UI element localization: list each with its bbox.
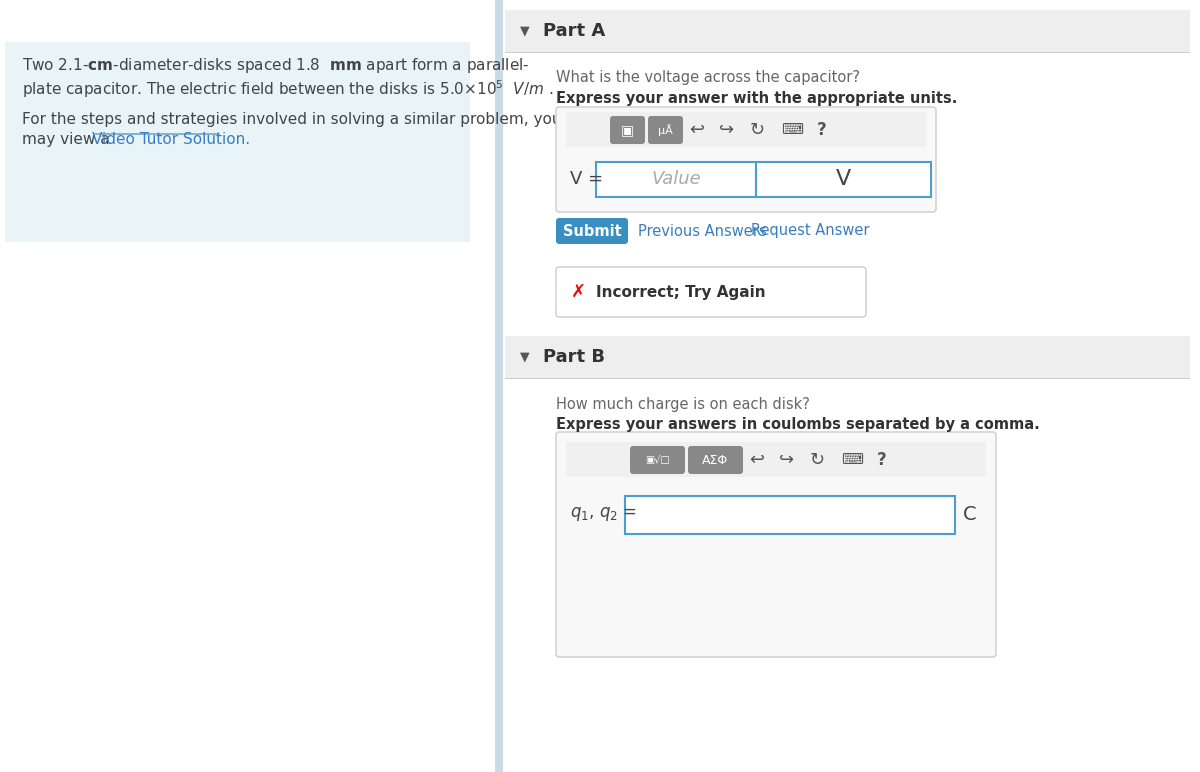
- Text: ✗: ✗: [570, 283, 586, 301]
- Bar: [505, 378, 1190, 379]
- Bar: [505, 336, 1190, 378]
- Text: ▣: ▣: [620, 123, 634, 137]
- Text: Express your answer with the appropriate units.: Express your answer with the appropriate…: [556, 91, 958, 106]
- Text: ↩: ↩: [750, 451, 764, 469]
- Bar: [566, 112, 926, 147]
- Text: ?: ?: [817, 121, 827, 139]
- FancyBboxPatch shape: [610, 116, 646, 144]
- Text: Incorrect; Try Again: Incorrect; Try Again: [596, 285, 766, 300]
- Bar: [756, 162, 931, 197]
- Bar: [505, 53, 1190, 332]
- Text: ▼: ▼: [520, 25, 530, 38]
- Text: Part A: Part A: [542, 22, 605, 40]
- Bar: [5, 42, 470, 242]
- FancyBboxPatch shape: [556, 267, 866, 317]
- Text: ▣√□: ▣√□: [644, 455, 670, 465]
- FancyBboxPatch shape: [556, 107, 936, 212]
- Text: ⌨: ⌨: [781, 123, 803, 137]
- Bar: [505, 52, 1190, 53]
- Text: Submit: Submit: [563, 224, 622, 239]
- Text: ↪: ↪: [720, 121, 734, 139]
- Text: V =: V =: [570, 170, 604, 188]
- Text: Part B: Part B: [542, 348, 605, 366]
- Text: Request Answer: Request Answer: [751, 224, 870, 239]
- Bar: [505, 379, 1190, 747]
- Text: ΑΣΦ: ΑΣΦ: [702, 453, 728, 466]
- FancyBboxPatch shape: [630, 446, 685, 474]
- Text: For the steps and strategies involved in solving a similar problem, you: For the steps and strategies involved in…: [22, 112, 562, 127]
- Bar: [566, 442, 986, 477]
- Text: ▼: ▼: [520, 350, 530, 364]
- Text: ↻: ↻: [750, 121, 764, 139]
- Text: Express your answers in coulombs separated by a comma.: Express your answers in coulombs separat…: [556, 417, 1039, 432]
- Text: Two 2.1-$\bf{cm}$-diameter-disks spaced 1.8  $\bf{mm}$ apart form a parallel-: Two 2.1-$\bf{cm}$-diameter-disks spaced …: [22, 56, 529, 75]
- Text: ?: ?: [877, 451, 887, 469]
- Text: C: C: [964, 504, 977, 523]
- Text: ↩: ↩: [690, 121, 704, 139]
- Text: Video Tutor Solution.: Video Tutor Solution.: [92, 132, 250, 147]
- Text: What is the voltage across the capacitor?: What is the voltage across the capacitor…: [556, 70, 860, 85]
- FancyBboxPatch shape: [688, 446, 743, 474]
- Text: Previous Answers: Previous Answers: [638, 224, 767, 239]
- FancyBboxPatch shape: [556, 432, 996, 657]
- Bar: [505, 10, 1190, 52]
- Text: How much charge is on each disk?: How much charge is on each disk?: [556, 397, 810, 412]
- Text: plate capacitor. The electric field between the disks is 5.0×10$^5$  $\mathit{V}: plate capacitor. The electric field betw…: [22, 78, 553, 100]
- Text: Value: Value: [652, 170, 701, 188]
- Text: ⌨: ⌨: [841, 452, 863, 468]
- Bar: [596, 162, 756, 197]
- Bar: [625, 496, 955, 534]
- Bar: [496, 0, 503, 772]
- Text: V: V: [835, 169, 851, 189]
- FancyBboxPatch shape: [648, 116, 683, 144]
- Text: may view a: may view a: [22, 132, 114, 147]
- FancyBboxPatch shape: [556, 218, 628, 244]
- Text: ↻: ↻: [810, 451, 824, 469]
- Text: ↪: ↪: [780, 451, 794, 469]
- Text: μÅ: μÅ: [658, 124, 672, 136]
- Text: $q_1$, $q_2$ =: $q_1$, $q_2$ =: [570, 505, 637, 523]
